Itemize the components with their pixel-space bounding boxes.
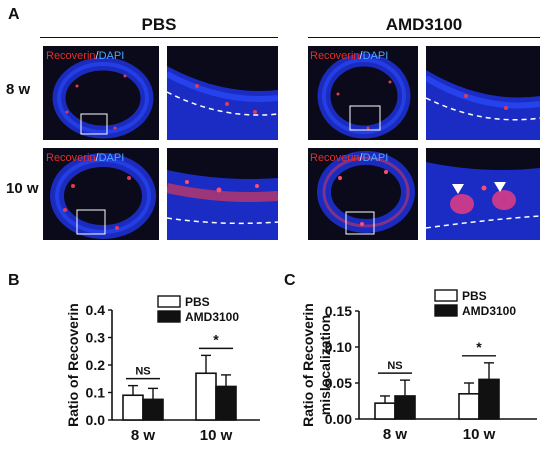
significance-label: NS [387,360,402,372]
bar-pbs-10w [458,393,480,420]
x-tick-label: 10 w [200,427,233,444]
bar-pbs-10w [195,372,217,421]
group-title-pbs: PBS [141,15,177,34]
micrograph-pbs-8w-overview [43,46,159,140]
legend-label-pbs: PBS [185,295,210,309]
row-label-8w: 8 w [6,81,31,98]
y-tick-label: 0.2 [86,357,106,373]
legend-label-amd3100: AMD3100 [185,310,239,324]
significance-label: NS [135,366,150,378]
x-tick-label: 8 w [383,426,408,443]
bar-amd3100-10w [478,378,500,420]
group-rule-pbs [40,37,278,38]
row-label-10w: 10 w [6,180,39,197]
y-axis-title: Ratio of Recoverin [65,303,81,427]
x-tick-label: 10 w [463,426,496,443]
y-tick-label: 0.10 [325,339,352,355]
group-title-amd3100: AMD3100 [385,15,463,34]
bar-amd3100-10w [215,385,237,421]
bar-amd3100-8w [142,398,164,421]
stain-label-pbs-10w: Recoverin/DAPI [46,152,125,164]
micrograph-pbs-8w-zoom [167,46,278,140]
chart-b-recoverin-ratio: 0.0 0.1 0.2 0.3 0.4 Ratio of Recoverin 8 w NS 10… [65,295,260,444]
arrowhead-marker-right [494,182,506,192]
micrograph-amd3100-10w-overview [308,148,418,240]
legend-swatch-amd3100 [157,310,181,323]
panel-a-letter: A [8,6,20,23]
stain-label-amd3100-10w: Recoverin/DAPI [310,152,389,164]
chart-c-recoverin-mislocalization: 0.00 0.05 0.10 0.15 Ratio of Recoverin misloc… [300,289,537,443]
arrowhead-marker-left [452,184,464,194]
y-tick-label: 0.05 [325,375,352,391]
stain-label-amd3100-8w: Recoverin/DAPI [310,50,389,62]
significance-label: * [213,331,219,347]
panel-b-letter: B [8,272,20,289]
micrograph-amd3100-8w-overview [308,46,418,140]
legend-swatch-amd3100 [434,304,458,317]
micrograph-pbs-10w-overview [43,148,159,240]
micrograph-amd3100-10w-zoom [426,148,540,240]
y-axis-title: mislocalization [317,315,333,415]
x-tick-label: 8 w [131,427,156,444]
bar-pbs-8w [122,394,144,421]
panel-c-letter: C [284,272,296,289]
group-rule-amd3100 [308,37,540,38]
legend-swatch-pbs [157,295,181,308]
y-tick-label: 0.0 [86,412,106,428]
micrograph-amd3100-8w-zoom [426,46,540,140]
y-tick-label: 0.1 [86,385,106,401]
legend-label-pbs: PBS [462,289,487,303]
legend-label-amd3100: AMD3100 [462,304,516,318]
y-tick-label: 0.00 [325,411,352,427]
y-tick-label: 0.15 [325,303,352,319]
y-tick-label: 0.4 [86,302,106,318]
micrograph-pbs-10w-zoom [167,148,278,240]
significance-label: * [476,339,482,355]
bar-pbs-8w [374,402,396,420]
y-tick-label: 0.3 [86,330,106,346]
y-axis-title: Ratio of Recoverin [300,303,316,427]
stain-label-pbs-8w: Recoverin/DAPI [46,50,125,62]
bar-amd3100-8w [394,395,416,420]
legend-swatch-pbs [434,289,458,302]
